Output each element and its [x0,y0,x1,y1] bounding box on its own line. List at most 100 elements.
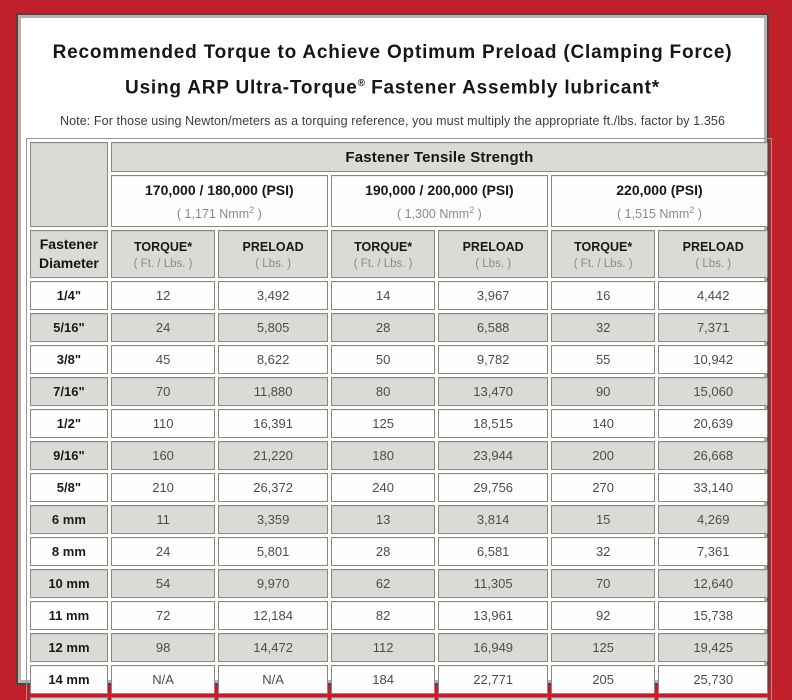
table-row: 6 mm 11 3,359 13 3,814 15 4,269 [30,505,768,535]
preload-column-header-3: PRELOAD ( Lbs. ) [658,230,768,279]
diameter-cell: 1/2" [30,409,108,439]
psi-value: 220,000 (PSI) [616,182,703,199]
torque-value-cell: 240 [330,473,436,503]
torque-value-cell: 98 [110,633,216,663]
preload-value-cell: 6,581 [438,537,548,567]
torque-value-cell: 45 [110,345,216,375]
title-line-1: Recommended Torque to Achieve Optimum Pr… [52,42,733,63]
torque-value-cell: 28 [330,313,436,343]
torque-value-cell: 112 [330,633,436,663]
preload-column-header-2: PRELOAD ( Lbs. ) [438,230,548,279]
preload-value-cell: 5,805 [218,313,328,343]
preload-value-cell: 13,961 [438,601,548,631]
psi-value: 170,000 / 180,000 (PSI) [145,182,294,199]
torque-value-cell: N/A [110,697,216,700]
preload-value-cell: 14,472 [218,633,328,663]
table-row: 3/8" 45 8,622 50 9,782 55 10,942 [30,345,768,375]
preload-value-cell: 29,664 [438,697,548,700]
torque-value-cell: 50 [330,345,436,375]
registered-mark: ® [357,78,366,89]
preload-value-cell: 7,371 [658,313,768,343]
preload-value-cell: 15,060 [658,377,768,407]
preload-value-cell: 12,640 [658,569,768,599]
fastener-diameter-header: Fastener Diameter [30,230,108,279]
preload-value-cell: 3,359 [218,505,328,535]
torque-value-cell: N/A [110,665,216,695]
torque-value-cell: 180 [330,441,436,471]
nmm-value: ( 1,300 Nmm2 ) [396,205,482,222]
preload-value-cell: 26,668 [658,441,768,471]
preload-value-cell: 25,730 [658,665,768,695]
preload-value-cell: 26,372 [218,473,328,503]
nmm-value: ( 1,515 Nmm2 ) [617,205,702,222]
preload-value-cell: 33,519 [658,697,768,700]
psi-group-header-3: 220,000 (PSI) ( 1,515 Nmm2 ) [550,175,768,228]
page-title: Recommended Torque to Achieve Optimum Pr… [30,37,755,103]
torque-value-cell: 14 [330,281,436,311]
table-row: 5/8" 210 26,372 240 29,756 270 33,140 [30,473,768,503]
table-row: 16 mmN/AN/A24429,66427233,519 [30,697,768,700]
torque-column-header-2: TORQUE* ( Ft. / Lbs. ) [330,230,436,279]
table-row: 9/16" 160 21,220 180 23,944 200 26,668 [30,441,768,471]
torque-value-cell: 11 [110,505,216,535]
torque-value-cell: 90 [550,377,656,407]
note-text: Note: For those using Newton/meters as a… [59,114,725,129]
psi-group-header-1: 170,000 / 180,000 (PSI) ( 1,171 Nmm2 ) [110,175,328,228]
title-line-2: Using ARP Ultra-Torque® Fastener Assembl… [125,77,660,99]
preload-value-cell: 13,470 [438,377,548,407]
nmm-value: ( 1,171 Nmm2 ) [176,205,262,222]
diameter-cell: 1/4" [30,281,108,311]
diameter-cell: 14 mm [30,665,108,695]
diameter-cell: 12 mm [30,633,108,663]
torque-value-cell: 110 [110,409,216,439]
preload-value-cell: 5,801 [218,537,328,567]
torque-value-cell: 24 [110,313,216,343]
preload-value-cell: 8,622 [218,345,328,375]
preload-value-cell: 18,515 [438,409,548,439]
preload-value-cell: N/A [218,665,328,695]
torque-value-cell: 32 [550,313,656,343]
torque-value-cell: 160 [110,441,216,471]
preload-value-cell: 16,949 [438,633,548,663]
torque-value-cell: 244 [330,697,436,700]
preload-value-cell: 22,771 [438,665,548,695]
preload-value-cell: 3,967 [438,281,548,311]
preload-value-cell: 11,880 [218,377,328,407]
table-row: 8 mm 24 5,801 28 6,581 32 7,361 [30,537,768,567]
diameter-cell: 6 mm [30,505,108,535]
torque-value-cell: 72 [110,601,216,631]
torque-value-cell: 92 [550,601,656,631]
torque-value-cell: 62 [330,569,436,599]
content-panel: Recommended Torque to Achieve Optimum Pr… [16,13,772,700]
preload-value-cell: 12,184 [218,601,328,631]
preload-value-cell: 21,220 [218,441,328,471]
preload-value-cell: 11,305 [438,569,548,599]
diameter-cell: 5/16" [30,313,108,343]
table-row: 10 mm 54 9,970 62 11,305 70 12,640 [30,569,768,599]
preload-value-cell: 9,782 [438,345,548,375]
table-row: 7/16" 70 11,880 80 13,470 90 15,060 [30,377,768,407]
preload-value-cell: 23,944 [438,441,548,471]
torque-value-cell: 54 [110,569,216,599]
torque-value-cell: 32 [550,537,656,567]
torque-value-cell: 15 [550,505,656,535]
preload-value-cell: 15,738 [658,601,768,631]
preload-value-cell: 20,639 [658,409,768,439]
preload-value-cell: 19,425 [658,633,768,663]
torque-column-header-3: TORQUE* ( Ft. / Lbs. ) [550,230,656,279]
preload-value-cell: 4,442 [658,281,768,311]
preload-value-cell: 4,269 [658,505,768,535]
torque-value-cell: 272 [550,697,656,700]
torque-value-cell: 16 [550,281,656,311]
torque-value-cell: 210 [110,473,216,503]
preload-value-cell: 33,140 [658,473,768,503]
table-row: 1/2" 110 16,391 125 18,515 140 20,639 [30,409,768,439]
torque-value-cell: 205 [550,665,656,695]
torque-value-cell: 28 [330,537,436,567]
preload-value-cell: 6,588 [438,313,548,343]
table-row: 14 mm N/A N/A 184 22,771 205 25,730 [30,665,768,695]
torque-value-cell: 140 [550,409,656,439]
torque-value-cell: 125 [330,409,436,439]
preload-value-cell: 9,970 [218,569,328,599]
